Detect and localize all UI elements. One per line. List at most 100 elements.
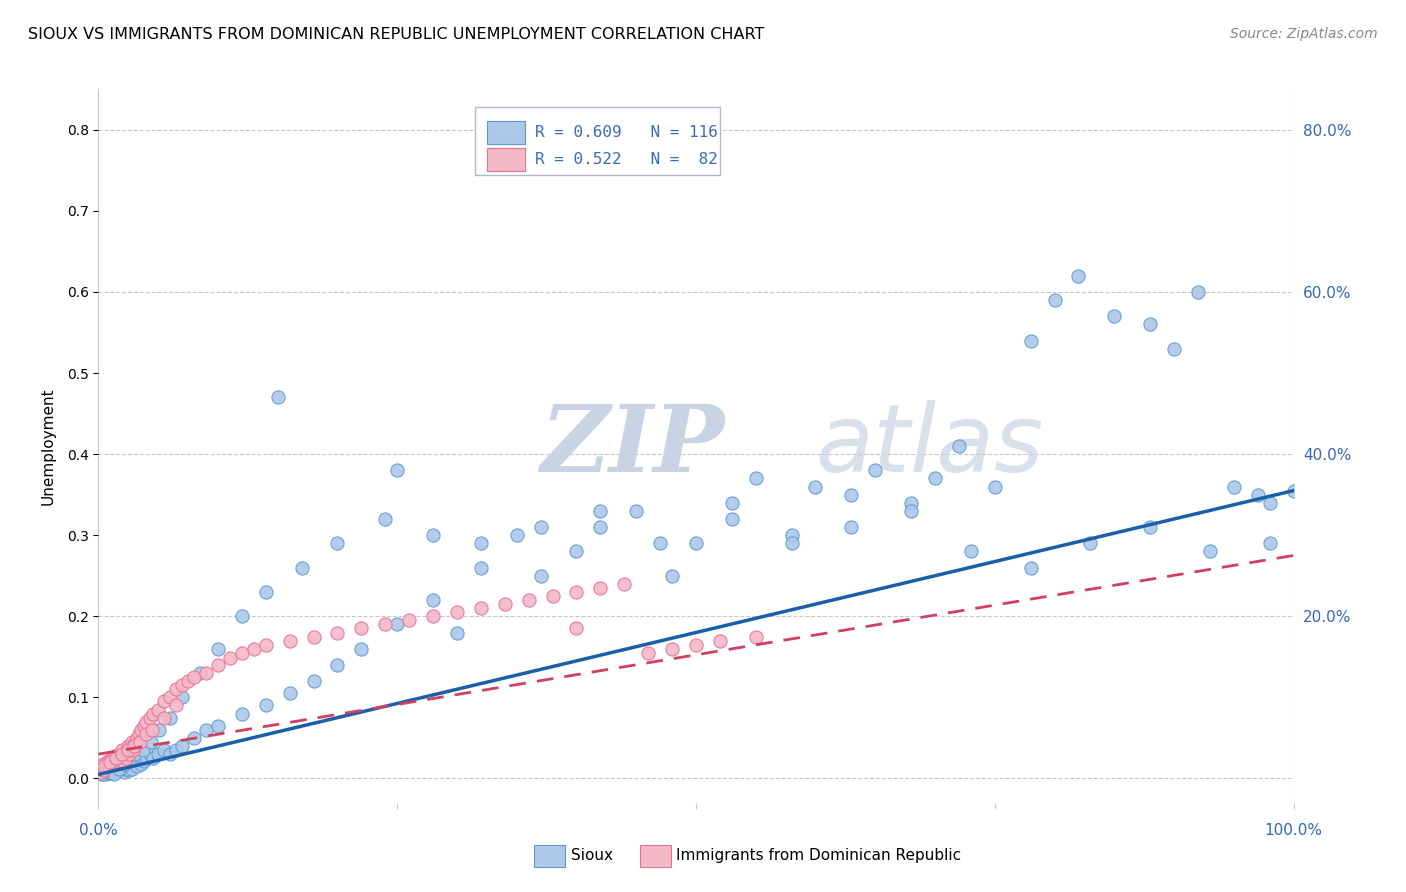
Point	[98, 764, 121, 779]
Point	[1258, 496, 1281, 510]
Point	[153, 694, 176, 708]
Point	[121, 762, 143, 776]
Point	[103, 754, 125, 768]
Point	[118, 747, 141, 761]
Point	[326, 536, 349, 550]
Point	[131, 756, 153, 771]
Point	[565, 585, 588, 599]
Point	[948, 439, 970, 453]
Point	[900, 504, 922, 518]
Point	[98, 758, 121, 772]
Point	[207, 657, 229, 672]
Point	[1067, 268, 1090, 283]
Point	[104, 764, 127, 778]
Point	[120, 756, 142, 771]
Point	[96, 756, 118, 771]
Point	[385, 617, 409, 632]
Point	[125, 731, 148, 745]
Point	[177, 674, 200, 689]
Point	[159, 747, 181, 761]
Point	[104, 748, 127, 763]
Point	[159, 690, 181, 705]
Point	[780, 536, 803, 550]
Point	[1104, 310, 1126, 324]
Point	[93, 759, 115, 773]
Point	[385, 463, 409, 477]
Point	[1199, 544, 1222, 558]
Point	[131, 723, 153, 737]
Point	[207, 641, 229, 656]
Point	[613, 577, 636, 591]
Point	[745, 471, 768, 485]
Point	[278, 686, 301, 700]
Point	[661, 568, 683, 582]
Point	[685, 536, 707, 550]
Bar	[534, 845, 565, 867]
Point	[721, 512, 744, 526]
Point	[350, 641, 373, 656]
Point	[124, 738, 146, 752]
Point	[122, 743, 145, 757]
Point	[254, 698, 277, 713]
Point	[153, 711, 176, 725]
Point	[91, 764, 114, 779]
Point	[172, 678, 194, 692]
Point	[565, 622, 588, 636]
Point	[984, 479, 1007, 493]
Point	[685, 638, 707, 652]
Point	[1019, 334, 1042, 348]
Point	[422, 593, 444, 607]
Bar	[486, 121, 524, 145]
Point	[112, 756, 135, 771]
Point	[291, 560, 314, 574]
Point	[172, 690, 194, 705]
Point	[139, 747, 162, 761]
Point	[278, 633, 301, 648]
Point	[207, 719, 229, 733]
Point	[1139, 520, 1161, 534]
Text: ZIP: ZIP	[541, 401, 725, 491]
Point	[530, 520, 553, 534]
Point	[97, 759, 120, 773]
Point	[118, 754, 141, 768]
Point	[121, 735, 143, 749]
Point	[105, 756, 128, 771]
Text: Sioux: Sioux	[571, 848, 613, 863]
Point	[1139, 318, 1161, 332]
Point	[101, 756, 124, 771]
Point	[101, 765, 124, 780]
Point	[94, 764, 117, 778]
Point	[254, 585, 277, 599]
Point	[302, 674, 325, 689]
Point	[132, 719, 155, 733]
Point	[165, 698, 187, 713]
Text: Immigrants from Dominican Republic: Immigrants from Dominican Republic	[676, 848, 962, 863]
Point	[422, 528, 444, 542]
Point	[98, 756, 122, 770]
Point	[745, 630, 768, 644]
Point	[565, 544, 588, 558]
Point	[107, 762, 129, 776]
Point	[117, 743, 139, 757]
Point	[661, 641, 683, 656]
Point	[506, 528, 529, 542]
Point	[115, 756, 138, 770]
Point	[107, 751, 129, 765]
Point	[231, 706, 253, 721]
Point	[589, 520, 612, 534]
Point	[148, 723, 170, 737]
Text: R = 0.522   N =  82: R = 0.522 N = 82	[534, 153, 717, 168]
Point	[111, 754, 134, 768]
Point	[470, 560, 492, 574]
Point	[90, 764, 112, 779]
Point	[124, 739, 146, 753]
Point	[446, 625, 468, 640]
Point	[139, 735, 162, 749]
Point	[131, 743, 153, 757]
Point	[183, 731, 205, 745]
Point	[91, 756, 114, 771]
Point	[231, 609, 253, 624]
Point	[648, 536, 672, 550]
Point	[148, 747, 170, 761]
Point	[98, 756, 122, 770]
